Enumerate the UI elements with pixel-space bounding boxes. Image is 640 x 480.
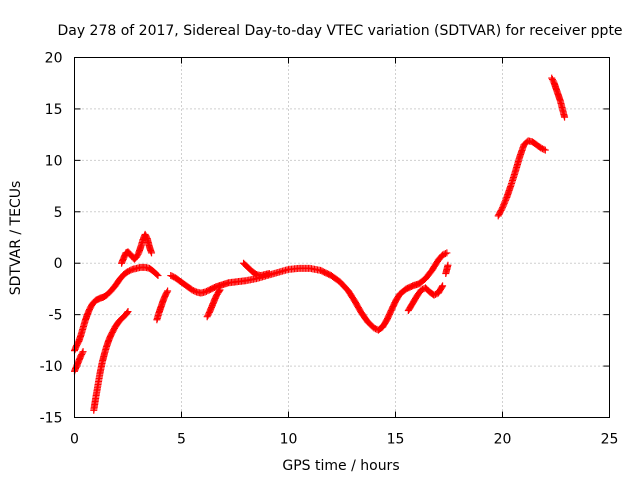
- series-arc-9: [404, 282, 447, 315]
- x-tick-label: 15: [387, 432, 405, 448]
- series-arc-12: [548, 74, 569, 121]
- data-point: [499, 204, 506, 212]
- y-tick-label: -10: [40, 359, 63, 375]
- data-point: [216, 286, 224, 294]
- series-arc-5: [153, 287, 172, 324]
- x-tick-label: 10: [280, 432, 298, 448]
- data-point: [443, 249, 451, 257]
- data-point: [541, 146, 549, 154]
- data-points: [71, 74, 569, 414]
- series-arc-8: [240, 259, 273, 280]
- x-tick-label: 5: [177, 432, 186, 448]
- data-point: [79, 348, 87, 356]
- data-point: [540, 145, 548, 153]
- y-tick-label: 15: [45, 102, 63, 118]
- y-tick-label: -5: [49, 308, 63, 324]
- x-tick-label: 25: [601, 432, 619, 448]
- series-arc-6: [167, 249, 451, 334]
- axis-ticks: 0 5 10 15 20 25 -15 -10 -5 0 5 10 15 20: [40, 51, 619, 448]
- chart-title: Day 278 of 2017, Sidereal Day-to-day VTE…: [57, 23, 622, 39]
- series-arc-1: [71, 263, 162, 355]
- data-point: [163, 288, 171, 296]
- series-arc-2: [71, 348, 87, 375]
- y-tick-label: -15: [40, 411, 63, 427]
- data-point: [153, 271, 161, 279]
- series-arc-10: [442, 261, 452, 277]
- data-point: [148, 249, 156, 257]
- y-tick-label: 5: [54, 205, 63, 221]
- y-axis-title: SDTVAR / TECUs: [8, 181, 24, 296]
- data-point: [501, 198, 509, 206]
- data-point: [499, 202, 507, 210]
- grid: [74, 57, 610, 418]
- x-tick-label: 0: [70, 432, 79, 448]
- series-arc-3: [90, 308, 132, 414]
- data-point: [124, 308, 132, 316]
- series-arc-4: [118, 230, 156, 267]
- data-point: [441, 250, 449, 258]
- data-point: [561, 113, 569, 121]
- data-point: [500, 201, 508, 209]
- y-tick-label: 20: [45, 51, 63, 67]
- data-point: [123, 309, 131, 317]
- data-point: [500, 199, 508, 207]
- y-tick-label: 0: [54, 256, 63, 272]
- x-axis-title: GPS time / hours: [282, 458, 399, 474]
- data-point: [502, 196, 510, 204]
- data-point: [78, 349, 86, 357]
- data-point: [164, 287, 172, 295]
- data-point: [265, 270, 273, 277]
- x-tick-label: 20: [494, 432, 512, 448]
- y-tick-label: 10: [45, 153, 63, 169]
- data-point: [444, 261, 452, 269]
- data-point: [439, 282, 447, 290]
- data-point: [154, 272, 162, 280]
- data-point: [438, 283, 446, 291]
- plot-frame: [74, 57, 610, 418]
- data-point: [215, 287, 223, 295]
- series-arc-7: [203, 286, 224, 321]
- series-arc-11: [494, 137, 549, 220]
